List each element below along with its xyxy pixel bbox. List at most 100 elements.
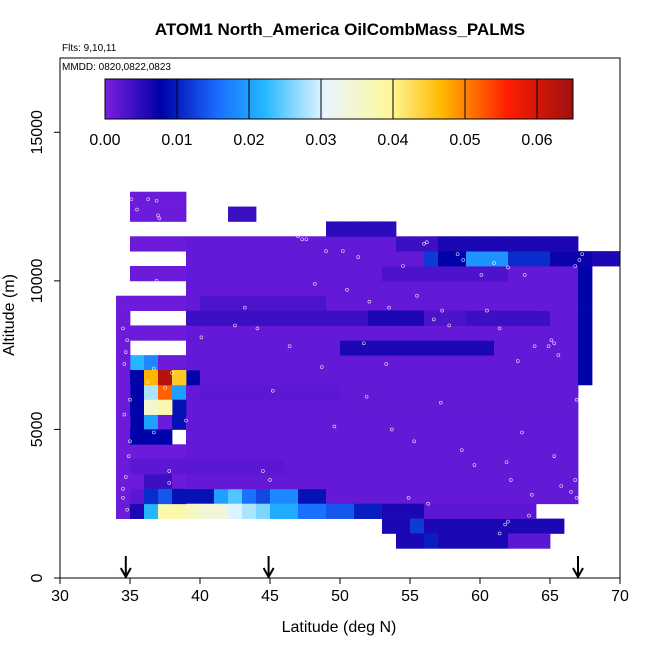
heatmap-cell <box>480 340 495 356</box>
heatmap-cell <box>284 236 299 252</box>
heatmap-cell <box>466 325 481 341</box>
heatmap-cell <box>564 266 579 282</box>
heatmap-cell <box>284 266 299 282</box>
heatmap-cell <box>130 191 145 207</box>
heatmap-cell <box>424 340 439 356</box>
heatmap-cell <box>242 236 257 252</box>
heatmap-cell <box>158 429 173 445</box>
heatmap-cell <box>214 355 229 371</box>
heatmap-cell <box>508 459 523 475</box>
heatmap-cell <box>382 429 397 445</box>
heatmap-cell <box>410 236 425 252</box>
sample-point <box>459 448 464 453</box>
heatmap-cell <box>550 429 565 445</box>
heatmap-cell <box>158 355 173 371</box>
heatmap-cell <box>186 355 201 371</box>
heatmap-cell <box>396 280 411 297</box>
heatmap-cell <box>438 503 453 519</box>
heatmap-cell <box>186 310 201 326</box>
heatmap-cell <box>242 488 257 505</box>
heatmap-cell <box>536 533 551 549</box>
flight-arrow <box>119 556 132 580</box>
heatmap-cell <box>214 429 229 445</box>
heatmap-cell <box>396 325 411 341</box>
heatmap-cell <box>200 444 215 460</box>
heatmap-cell <box>228 266 243 282</box>
sample-point <box>121 495 125 500</box>
heatmap-cell <box>200 370 215 386</box>
heatmap-cell <box>382 266 397 282</box>
heatmap-cell <box>256 280 271 297</box>
heatmap-cells <box>116 191 621 549</box>
sample-point <box>447 323 452 328</box>
heatmap-cell <box>396 503 411 519</box>
heatmap-cell <box>270 295 285 311</box>
heatmap-cell <box>564 399 579 415</box>
heatmap-cell <box>340 310 355 326</box>
heatmap-cell <box>200 488 215 505</box>
heatmap-cell <box>144 355 159 371</box>
y-tick-label: 10000 <box>29 259 46 304</box>
heatmap-cell <box>298 444 313 460</box>
heatmap-cell <box>270 251 285 267</box>
heatmap-cell <box>242 266 257 282</box>
heatmap-cell <box>228 414 243 430</box>
heatmap-cell <box>536 459 551 475</box>
heatmap-cell <box>228 251 243 267</box>
heatmap-cell <box>312 370 327 386</box>
sample-point <box>156 213 160 218</box>
heatmap-cell <box>340 444 355 460</box>
heatmap-cell <box>270 429 285 445</box>
heatmap-cell <box>368 399 383 415</box>
heatmap-cell <box>214 295 229 311</box>
heatmap-cell <box>340 384 355 401</box>
heatmap-cell <box>410 503 425 519</box>
heatmap-cell <box>242 474 257 490</box>
heatmap-cell <box>242 503 257 519</box>
heatmap-cell <box>564 325 579 341</box>
heatmap-cell <box>564 414 579 430</box>
heatmap-cell <box>564 295 579 311</box>
heatmap-cell <box>172 414 187 430</box>
sample-point <box>546 344 551 349</box>
heatmap-cell <box>550 266 565 282</box>
heatmap-cell <box>298 488 313 505</box>
x-tick-label: 60 <box>471 588 489 605</box>
heatmap-cell <box>536 295 551 311</box>
heatmap-cell <box>480 280 495 297</box>
sample-point <box>128 397 132 402</box>
heatmap-cell <box>452 340 467 356</box>
heatmap-cell <box>354 251 369 267</box>
heatmap-cell <box>130 399 145 415</box>
sample-point <box>184 418 188 423</box>
heatmap-cell <box>200 295 215 311</box>
heatmap-cell <box>466 266 481 282</box>
heatmap-cell <box>508 325 523 341</box>
heatmap-cell <box>200 414 215 430</box>
heatmap-cell <box>382 310 397 326</box>
heatmap-cell <box>256 370 271 386</box>
heatmap-cell <box>452 325 467 341</box>
heatmap-cell <box>242 295 257 311</box>
heatmap-cell <box>410 295 425 311</box>
heatmap-cell <box>340 221 355 237</box>
heatmap-cell <box>452 370 467 386</box>
heatmap-cell <box>536 236 551 252</box>
heatmap-cell <box>242 370 257 386</box>
heatmap-cell <box>144 236 159 252</box>
heatmap-cell <box>354 459 369 475</box>
heatmap-cell <box>298 251 313 267</box>
heatmap-cell <box>578 355 593 371</box>
heatmap-cell <box>410 518 425 534</box>
heatmap-cell <box>396 384 411 401</box>
heatmap-cell <box>368 444 383 460</box>
heatmap-cell <box>284 399 299 415</box>
heatmap-cell <box>116 295 131 311</box>
heatmap-cell <box>452 384 467 401</box>
heatmap-cell <box>340 459 355 475</box>
heatmap-cell <box>536 399 551 415</box>
heatmap-cell <box>340 429 355 445</box>
heatmap-cell <box>144 503 159 519</box>
heatmap-cell <box>508 399 523 415</box>
sample-point <box>401 264 405 268</box>
